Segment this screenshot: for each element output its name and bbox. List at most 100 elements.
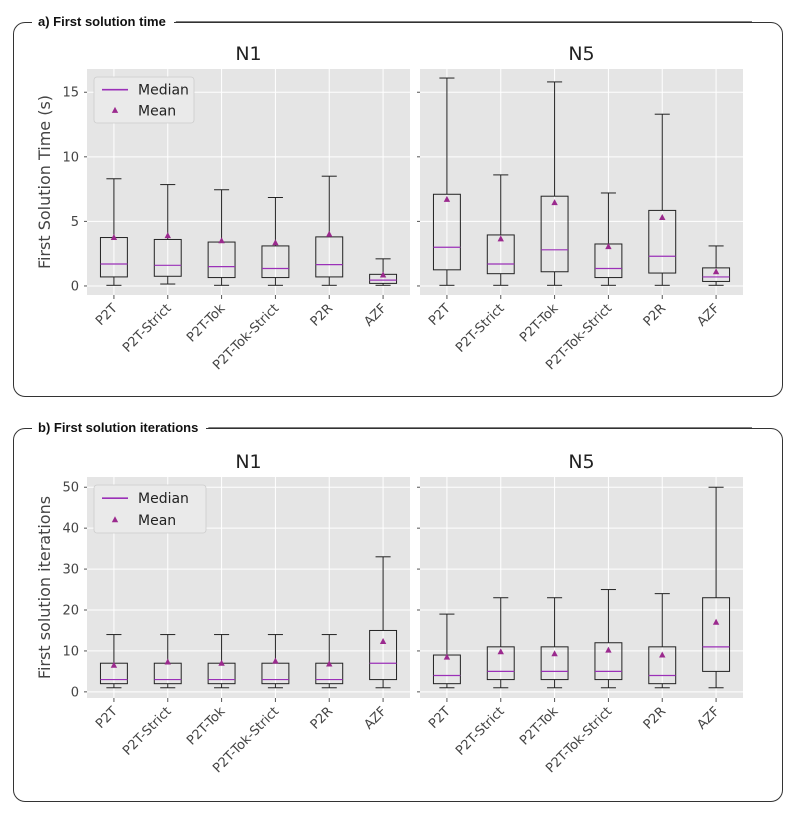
box-p2t-tok-strict [594, 589, 623, 689]
box-p2t-strict [153, 184, 182, 285]
box-iqr [648, 209, 677, 274]
box-p2r [648, 593, 677, 689]
box-iqr [369, 629, 398, 681]
y-tick-label: 0 [71, 279, 79, 294]
box-p2r [315, 175, 344, 286]
y-tick-label: 20 [62, 604, 79, 619]
box-p2t-strict [486, 174, 515, 286]
plot-title: N1 [235, 451, 261, 473]
x-tick-label-p2t-strict: P2T-Strict [453, 301, 508, 356]
box-iqr [540, 195, 569, 273]
legend-box [93, 484, 207, 534]
y-tick-label: 10 [62, 150, 79, 165]
x-tick-label-p2r: P2R [308, 704, 336, 732]
mean-marker [659, 651, 666, 658]
mean-marker [110, 234, 118, 241]
box-azf [369, 258, 398, 286]
x-tick-label-azf: AZF [694, 301, 722, 329]
mean-marker [551, 199, 558, 206]
box-p2t-strict [486, 597, 515, 689]
box-p2t-tok [207, 189, 236, 286]
plot-title: N5 [568, 43, 594, 65]
legend: Median Mean [93, 76, 195, 124]
legend: Median Mean [93, 484, 207, 534]
mean-marker [326, 230, 333, 237]
mean-marker [218, 237, 225, 244]
x-tick-label-p2t-tok: P2T-Tok [184, 301, 229, 346]
x-tick-label-p2t-tok: P2T-Tok [517, 704, 562, 749]
y-axis-label: First Solution Time (s) [35, 95, 54, 269]
x-tick-label-p2t: P2T [93, 704, 121, 732]
box-p2t [99, 634, 128, 689]
box-iqr [648, 646, 677, 685]
x-tick-label-p2r: P2R [641, 301, 669, 329]
box-p2t-tok [540, 597, 569, 689]
box-iqr [486, 646, 515, 681]
box-p2t-tok [207, 634, 236, 689]
y-tick-label: 0 [71, 685, 79, 700]
legend-box [93, 76, 195, 124]
box-iqr [702, 597, 731, 672]
box-iqr [261, 245, 290, 279]
mean-marker [551, 650, 558, 657]
x-tick-label-p2t: P2T [93, 301, 121, 329]
legend-mean-label: Mean [138, 513, 176, 529]
mean-marker [712, 268, 720, 275]
box-p2t-tok-strict [261, 196, 290, 286]
y-tick-label: 5 [71, 215, 79, 230]
x-tick-label-p2t: P2T [426, 704, 454, 732]
mean-marker [164, 658, 171, 665]
mean-marker [659, 214, 666, 221]
box-p2t-tok-strict [594, 192, 623, 286]
legend-mean-swatch [111, 106, 119, 113]
box-p2t-tok-strict [261, 634, 290, 689]
box-p2t [432, 77, 461, 286]
mean-marker [443, 653, 451, 660]
plot-title: N1 [235, 43, 261, 65]
mean-marker [497, 648, 504, 655]
y-axis-label: First solution iterations [35, 496, 54, 679]
x-tick-label-p2r: P2R [641, 704, 669, 732]
x-tick-label-p2t-tok: P2T-Tok [517, 301, 562, 346]
legend-median-label: Median [138, 83, 189, 99]
mean-marker [110, 661, 118, 668]
y-tick-label: 50 [62, 481, 79, 496]
box-iqr [153, 238, 182, 277]
box-iqr [432, 193, 461, 271]
panel-b-title: b) First solution iterations [32, 420, 207, 436]
x-tick-label-p2t-tok: P2T-Tok [184, 704, 229, 749]
x-tick-label-azf: AZF [361, 301, 389, 329]
plot-title: N5 [568, 451, 594, 473]
mean-marker [272, 239, 279, 246]
x-tick-label-p2t-strict: P2T-Strict [453, 704, 508, 759]
mean-marker [379, 271, 387, 278]
box-iqr [315, 236, 344, 278]
box-p2r [648, 113, 677, 286]
box-p2t [432, 613, 461, 689]
y-tick-label: 15 [62, 86, 79, 101]
mean-marker [605, 646, 612, 653]
mean-marker [218, 659, 225, 666]
y-tick-label: 10 [62, 644, 79, 659]
box-iqr [540, 646, 569, 681]
x-tick-label-azf: AZF [361, 704, 389, 732]
box-p2r [315, 634, 344, 689]
x-tick-label-p2t: P2T [426, 301, 454, 329]
legend-median-label: Median [138, 491, 189, 507]
x-tick-label-p2t-strict: P2T-Strict [120, 704, 175, 759]
legend-mean-label: Mean [138, 103, 176, 119]
mean-marker [272, 657, 279, 664]
plot-background [420, 69, 743, 295]
mean-marker [443, 195, 451, 202]
mean-marker [326, 660, 333, 667]
legend-mean-swatch [111, 516, 119, 523]
mean-marker [497, 235, 504, 242]
box-iqr [702, 267, 731, 282]
x-tick-label-azf: AZF [694, 704, 722, 732]
y-tick-label: 30 [62, 563, 79, 578]
